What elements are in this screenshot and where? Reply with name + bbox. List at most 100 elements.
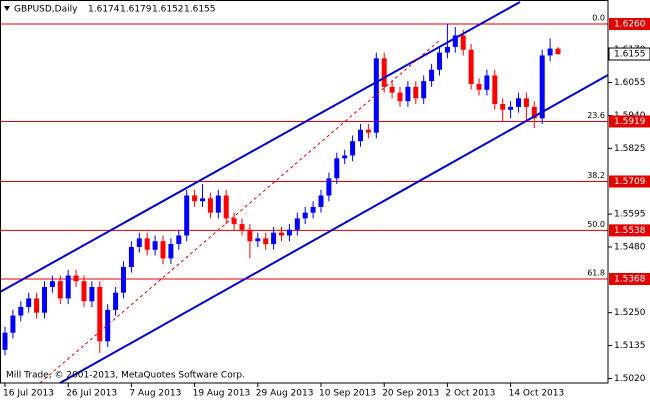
header-high: 1.6179 (120, 5, 152, 15)
candle-body (342, 155, 348, 159)
candle-body (413, 86, 419, 99)
price-box (608, 47, 650, 61)
candle-body (350, 141, 356, 156)
candle-body (271, 232, 277, 245)
y-tick-label: 1.5020 (614, 374, 646, 384)
channel-upper (0, 1, 521, 293)
header-close: 1.6155 (184, 5, 216, 15)
x-tick-label: 26 Jul 2013 (66, 389, 117, 399)
candle-body (460, 35, 466, 50)
fib-price: 1.5368 (614, 274, 646, 284)
fib-price: 1.6260 (614, 20, 646, 30)
menu-arrow (4, 6, 10, 11)
candle-body (334, 158, 340, 179)
candle-body (294, 218, 300, 230)
price-label: 1.6155 (614, 50, 646, 60)
y-tick-label: 1.5135 (614, 341, 646, 351)
footer: Mill Trade, © 2001-2013, MetaQuotes Soft… (6, 371, 245, 381)
plot-frame (0, 0, 609, 384)
candle-body (279, 232, 284, 236)
x-tick-label: 16 Jul 2013 (3, 389, 54, 399)
candle-body (231, 218, 237, 225)
candle-body (373, 58, 379, 133)
candle-body (49, 281, 55, 287)
candle-body (57, 281, 63, 299)
candle-body (358, 129, 363, 142)
fib-ratio: 50.0 (587, 220, 605, 229)
candle-body (42, 286, 47, 313)
candle-body (239, 224, 245, 230)
y-tick-label: 1.5480 (614, 242, 646, 252)
candle-body (286, 229, 292, 236)
fib-price-box (609, 224, 650, 237)
fib-price: 1.5919 (614, 117, 646, 127)
candle-body (539, 55, 545, 119)
candle-body (81, 281, 87, 302)
fib-ratio: 61.8 (587, 268, 605, 277)
candle-body (389, 86, 395, 93)
candle-body (437, 52, 442, 70)
fib-price: 1.5538 (614, 226, 646, 236)
x-tick-label: 10 Sep 2013 (319, 389, 376, 399)
chart-title: GBPUSD,Daily (14, 5, 78, 15)
candle-body (508, 106, 514, 110)
candle-body (34, 298, 40, 313)
candle-body (247, 229, 253, 242)
candle-body (263, 238, 269, 245)
candle-body (468, 49, 474, 85)
candle-body (97, 286, 103, 342)
x-tick-label: 14 Oct 2013 (509, 389, 565, 399)
x-tick-label: 2 Oct 2013 (445, 389, 495, 399)
candle-body (381, 58, 387, 87)
candle-body (65, 275, 71, 299)
candle-body (200, 198, 205, 202)
plot-area (0, 23, 608, 356)
candle-body (215, 195, 221, 213)
y-tick-label: 1.5825 (614, 144, 646, 154)
candle-body (10, 315, 16, 333)
candle-body (89, 286, 95, 302)
candle-body (405, 86, 411, 102)
candle-body (105, 309, 111, 342)
fib-ratio: 0.0 (592, 14, 605, 23)
x-tick-label: 19 Aug 2013 (193, 389, 251, 399)
channel-lower (59, 74, 609, 384)
candle-body (121, 266, 126, 293)
candle-body (310, 206, 316, 213)
candle-body (168, 244, 174, 259)
candle-body (2, 332, 8, 350)
y-tick-label: 1.6055 (614, 78, 646, 88)
y-tick-label: 1.5595 (614, 210, 646, 220)
candle-body (318, 195, 324, 207)
candle-body (302, 212, 308, 219)
candle-body (136, 238, 142, 247)
fib-price-box (609, 272, 650, 285)
candle-body (152, 241, 158, 250)
candle-body (144, 238, 150, 250)
candle-body (18, 306, 24, 316)
candle-body (26, 298, 32, 307)
fib-price-box (609, 175, 650, 188)
candle-body (176, 235, 182, 245)
candle-body (365, 129, 371, 133)
candle-body (255, 238, 261, 242)
candle-body (223, 195, 229, 219)
candle-body (326, 178, 332, 196)
x-tick-label: 20 Sep 2013 (382, 389, 439, 399)
header-low: 1.6152 (152, 5, 184, 15)
candle-body (484, 75, 490, 90)
candle-body (184, 195, 190, 236)
y-tick-label: 1.5250 (614, 308, 646, 318)
fib-ratio: 38.2 (587, 171, 605, 180)
channel-mid (39, 39, 441, 384)
candle-body (192, 195, 198, 202)
candle-body (207, 198, 213, 213)
candle-body (429, 69, 435, 82)
candle-body (555, 48, 561, 55)
candle-body (547, 48, 553, 56)
x-tick-label: 7 Aug 2013 (129, 389, 181, 399)
candle-body (397, 92, 403, 102)
candle-body (73, 275, 79, 282)
candle-body (421, 81, 427, 99)
